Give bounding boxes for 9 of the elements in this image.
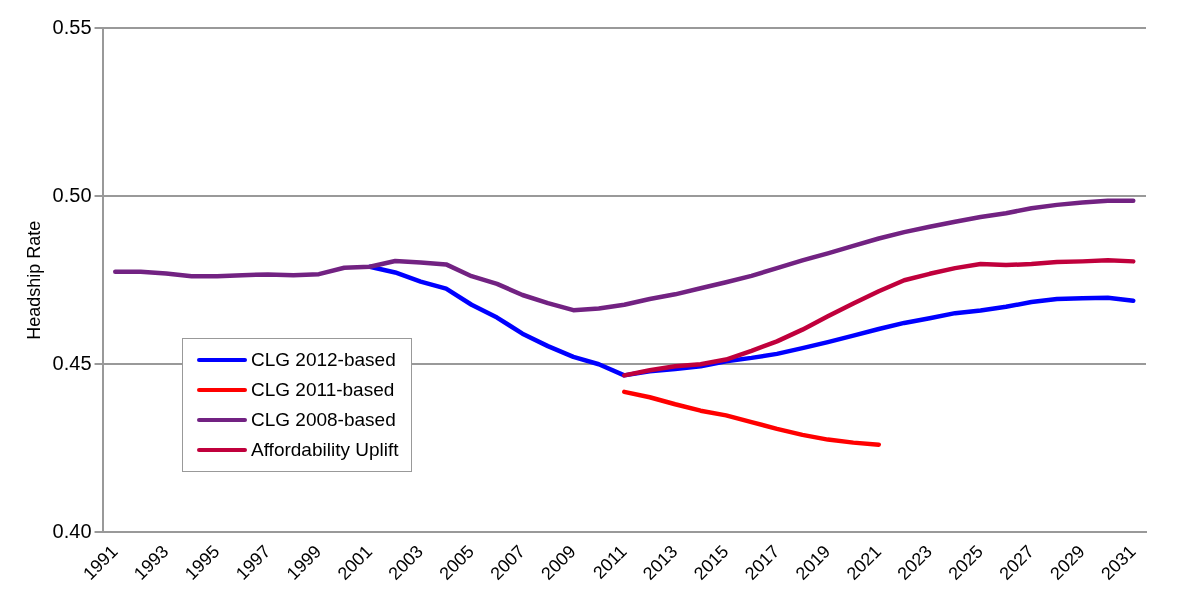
legend-label: Affordability Uplift — [251, 439, 399, 461]
y-tick-label: 0.45 — [52, 351, 92, 374]
legend-label: CLG 2012-based — [251, 349, 396, 371]
legend-label: CLG 2008-based — [251, 409, 396, 431]
legend-label: CLG 2011-based — [251, 379, 395, 401]
y-tick-label: 0.50 — [52, 183, 92, 206]
y-tick-label: 0.55 — [52, 15, 92, 38]
y-tick-label: 0.40 — [52, 519, 92, 542]
y-axis-title: Headship Rate — [23, 220, 44, 340]
